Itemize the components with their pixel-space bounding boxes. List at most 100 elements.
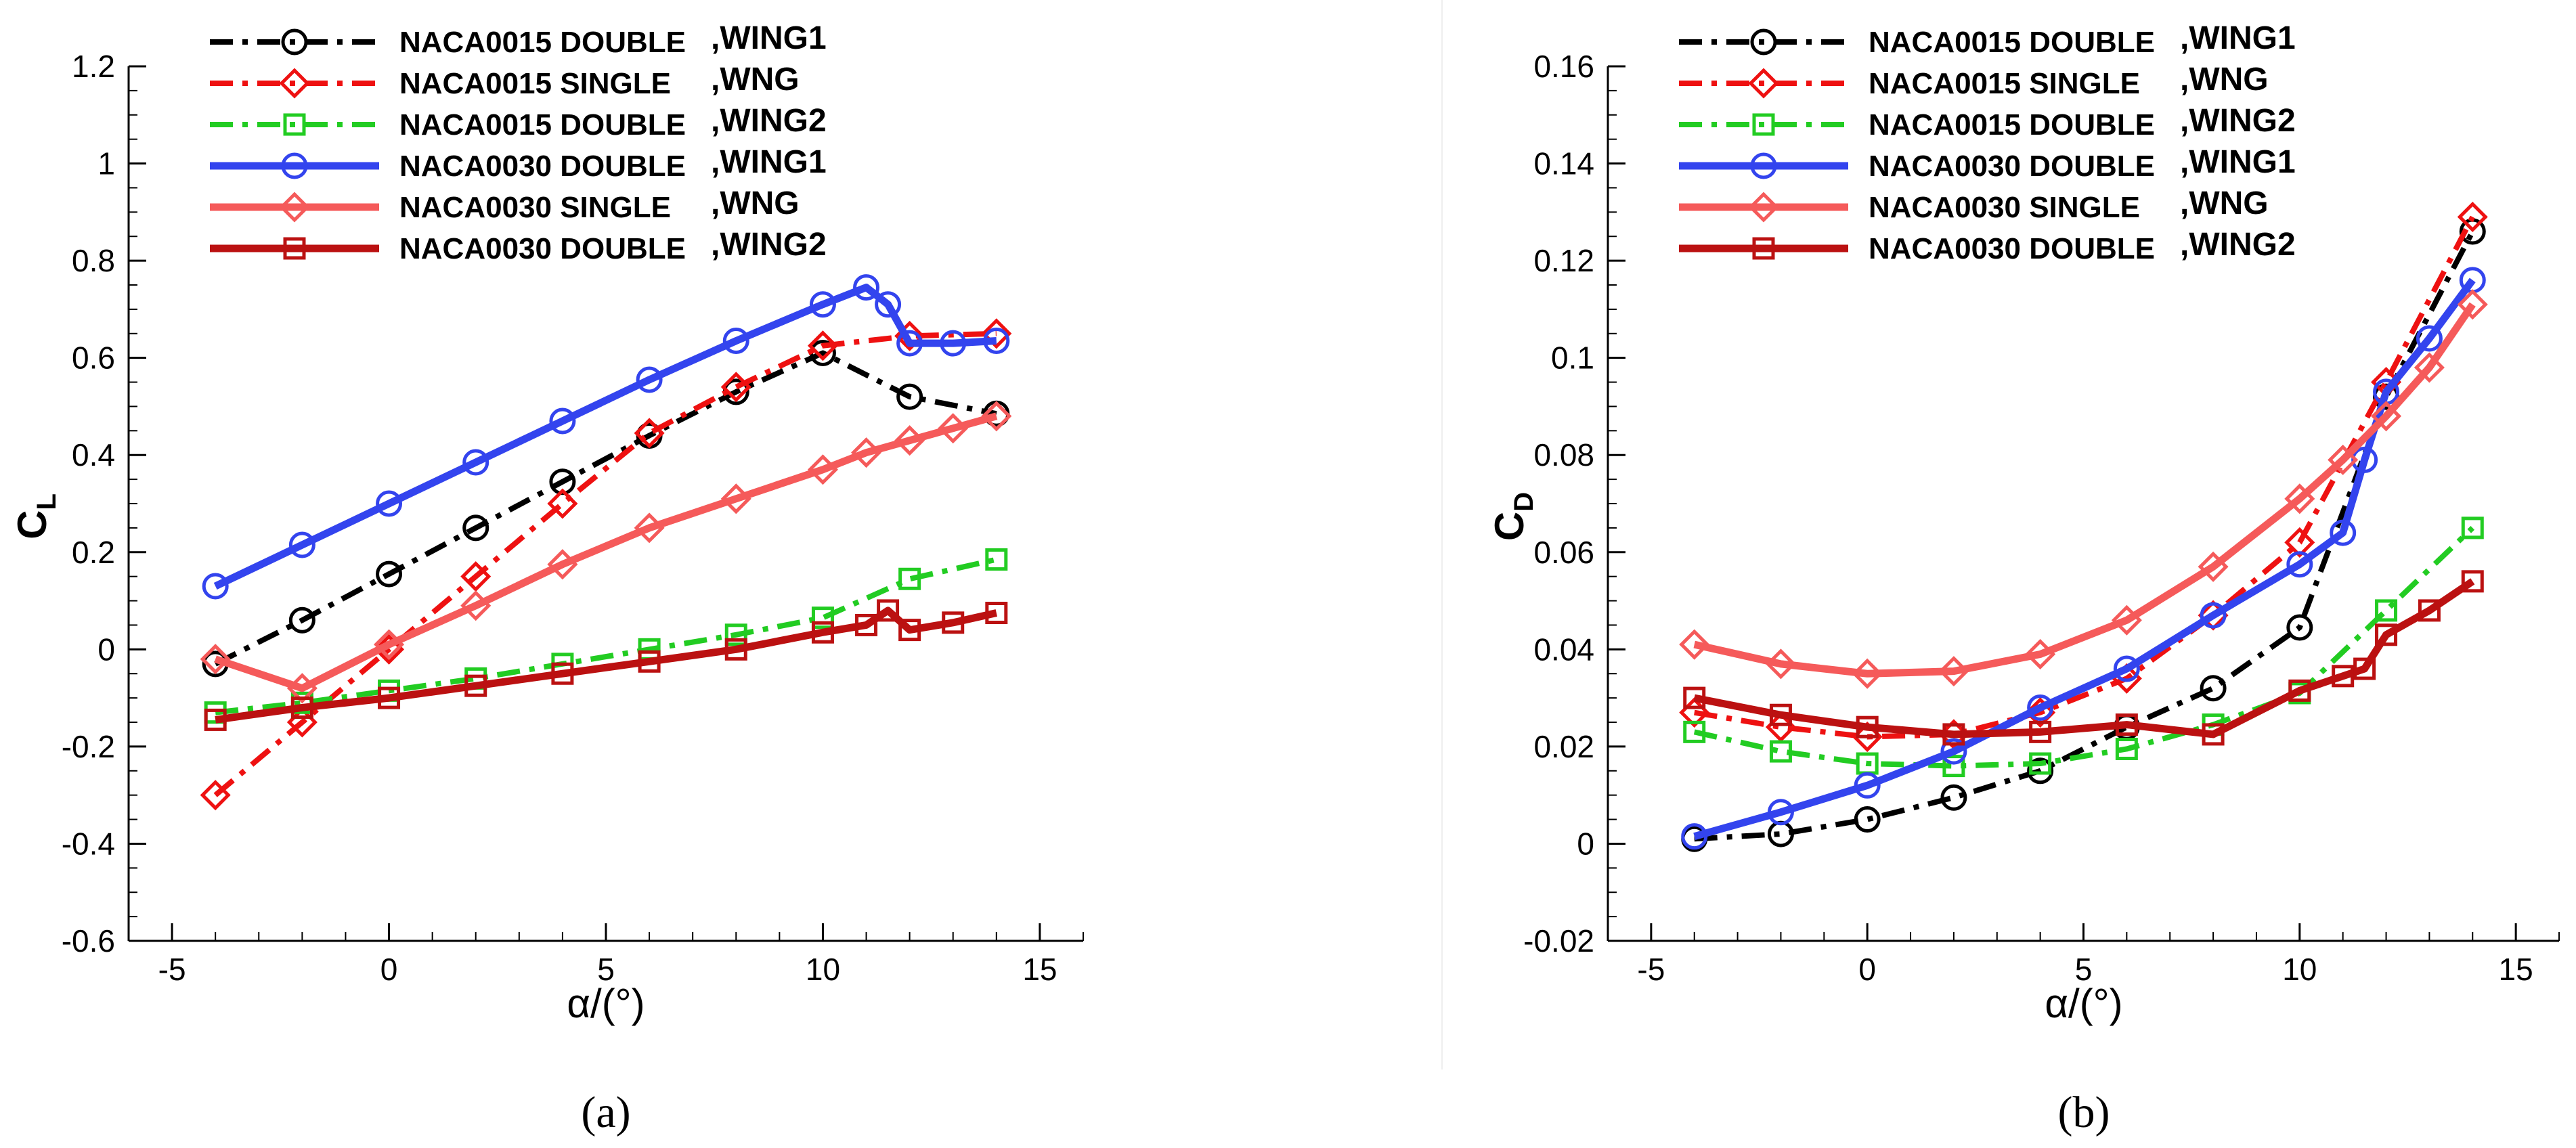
x-tick-label: 15 xyxy=(2499,952,2533,987)
legend-label: NACA0015 DOUBLE xyxy=(1869,26,2155,59)
panel-label-b: (b) xyxy=(2058,1088,2110,1137)
data-point xyxy=(722,328,749,355)
data-point xyxy=(547,488,578,519)
data-point xyxy=(983,328,1010,355)
data-point xyxy=(2111,604,2142,636)
data-point xyxy=(2375,599,2398,622)
data-point xyxy=(288,606,315,634)
legend-suffix: ,WING2 xyxy=(711,227,827,263)
data-point xyxy=(807,454,838,485)
panel-label-a: (a) xyxy=(581,1088,630,1137)
data-point xyxy=(938,413,969,444)
data-point xyxy=(547,549,578,580)
series-2-a xyxy=(200,318,1012,811)
legend-suffix: ,WING2 xyxy=(2180,227,2296,263)
data-point xyxy=(460,561,492,592)
legend-label: NACA0030 SINGLE xyxy=(399,191,671,224)
y-tick-label: 0 xyxy=(97,632,115,667)
data-point xyxy=(549,407,576,435)
data-point xyxy=(2371,401,2402,432)
data-point xyxy=(2461,570,2484,593)
data-point xyxy=(1767,820,1794,847)
y-tick-label: 0.8 xyxy=(72,243,115,278)
legend-swatch-marker xyxy=(1752,113,1775,136)
data-point xyxy=(1765,648,1796,680)
data-point xyxy=(374,629,405,660)
legend-suffix: ,WING1 xyxy=(711,20,827,56)
legend-swatch-marker xyxy=(281,152,308,179)
y-tick-label: 0.02 xyxy=(1533,729,1594,764)
y-tick-label: 0.14 xyxy=(1533,146,1594,181)
legend-suffix: ,WING1 xyxy=(711,144,827,180)
series-line xyxy=(213,330,997,797)
data-point xyxy=(877,599,900,622)
legend-suffix: ,WING1 xyxy=(2180,20,2296,56)
data-point xyxy=(940,330,967,357)
data-point xyxy=(1854,806,1881,833)
data-point xyxy=(724,623,747,646)
legend-label: NACA0015 SINGLE xyxy=(1869,67,2140,100)
series-line xyxy=(1693,278,2476,840)
series-line xyxy=(1693,578,2475,738)
x-axis-label-b: α/(°) xyxy=(2045,981,2122,1026)
data-point xyxy=(811,606,834,630)
legend-suffix: ,WNG xyxy=(711,185,800,221)
data-point xyxy=(549,468,576,495)
data-point xyxy=(2286,614,2313,641)
series-3-b xyxy=(1683,516,2484,778)
x-tick-label: 10 xyxy=(806,952,840,987)
data-point xyxy=(2284,483,2315,514)
data-point xyxy=(462,514,489,542)
legend-swatch-marker xyxy=(283,237,306,260)
data-point xyxy=(376,490,403,517)
series-6-a xyxy=(204,599,1008,731)
x-axis-label-a: α/(°) xyxy=(567,981,645,1026)
data-point xyxy=(875,291,902,318)
data-point xyxy=(724,638,747,661)
x-tick-label: -5 xyxy=(158,952,186,987)
data-point xyxy=(1679,629,1710,660)
data-point xyxy=(634,418,665,449)
data-point xyxy=(2418,599,2441,622)
y-tick-label: 0.2 xyxy=(72,535,115,570)
data-point xyxy=(2029,720,2052,743)
legend-swatch-marker xyxy=(1752,237,1775,260)
y-tick-label: 1.2 xyxy=(72,49,115,84)
data-point xyxy=(2330,519,2357,546)
data-point xyxy=(2332,665,2355,688)
legend-label: NACA0030 DOUBLE xyxy=(1869,232,2155,265)
data-point xyxy=(2414,352,2445,383)
series-5-b xyxy=(1679,289,2488,689)
x-tick-label: 10 xyxy=(2282,952,2317,987)
data-point xyxy=(1940,784,1967,811)
legend-label: NACA0030 DOUBLE xyxy=(1869,150,2155,183)
series-line xyxy=(214,350,997,667)
chart-panel-b: -0.02 0 0.02 0.04 0.06 0.08 0.1 0.12 0.14 0.16 -5 0… xyxy=(1487,20,2560,1137)
data-point xyxy=(2113,655,2140,682)
legend-suffix: ,WING2 xyxy=(711,103,827,139)
y-tick-label: -0.6 xyxy=(62,923,115,958)
data-point xyxy=(1852,658,1883,689)
legend-swatch-marker xyxy=(279,68,310,99)
data-point xyxy=(2200,675,2227,702)
legend-swatch-marker xyxy=(279,192,310,223)
series-1-a xyxy=(202,339,1010,678)
data-point xyxy=(2029,752,2052,775)
legend-label: NACA0015 SINGLE xyxy=(399,67,671,100)
data-point xyxy=(2416,325,2443,352)
data-point xyxy=(851,437,882,468)
y-tick-label: 0.06 xyxy=(1533,535,1594,570)
series-line xyxy=(1693,525,2475,769)
series-3-a xyxy=(204,548,1008,724)
x-tick-label: 5 xyxy=(2075,952,2093,987)
data-point xyxy=(853,274,880,301)
data-point xyxy=(1854,772,1881,799)
series-line xyxy=(213,284,997,590)
series-5-a xyxy=(200,401,1012,704)
data-point xyxy=(2202,723,2225,746)
data-point xyxy=(811,621,834,644)
y-tick-label: 1 xyxy=(97,146,115,181)
plot-area-a: -0.6 -0.4 -0.2 0 0.2 0.4 0.6 0.8 1 1.2 -5 0 5 10 15 NAC… xyxy=(62,20,1084,987)
data-point xyxy=(634,512,665,544)
